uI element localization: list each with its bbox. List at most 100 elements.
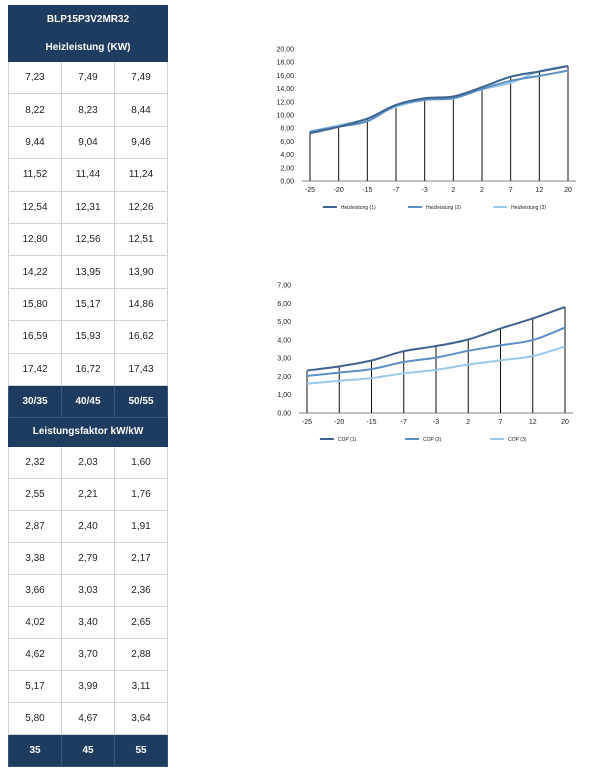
y-tick-label: 1,00 [277,392,291,399]
table-cell: 1,91 [113,509,169,543]
table-cell: 11,52 [8,158,62,192]
x-tick-label: -25 [305,187,315,194]
temp-label: 40/45 [61,384,115,418]
table-cell: 11,44 [61,158,115,192]
table-row: 5,80 4,67 3,64 [8,701,169,735]
table-row: 12,54 12,31 12,26 [8,190,169,224]
x-tick-label: 7 [509,187,513,194]
table-cell: 2,36 [113,573,169,607]
y-tick-label: 2,00 [277,374,291,381]
table-cell: 3,03 [61,573,115,607]
table-cell: 14,22 [8,255,62,289]
series-line-3 [306,345,566,385]
table-cell: 13,90 [113,255,169,289]
table-cell: 11,24 [113,158,169,192]
y-tick-label: 5,00 [277,319,291,326]
heat-header-row: Heizleistung (KW) [7,32,169,62]
y-tick-label: 20,00 [276,47,294,54]
table-cell: 12,56 [61,222,115,257]
table-cell: 8,23 [61,93,115,127]
table-cell: 17,43 [113,352,169,386]
table-cell: 1,60 [113,445,169,479]
table-title-row: BLP15P3V2MR32 [7,5,169,33]
x-tick-label: -7 [393,187,399,194]
table-row: 9,44 9,04 9,46 [8,125,169,160]
heat-output-chart: 0,00 2,00 4,00 6,00 8,00 10,00 12,00 14,00 16,00… [276,47,576,211]
y-tick-label: 14,00 [276,86,294,93]
cop-footer-row: 35 45 55 [8,733,169,767]
table-cell: 3,99 [61,669,115,703]
table-cell: 16,59 [8,320,62,354]
x-tick-label: -20 [334,419,344,426]
table-cell: 8,22 [8,93,62,127]
y-tick-label: 12,00 [276,99,294,106]
table-row: 11,52 11,44 11,24 [8,158,169,192]
table-row: 12,80 12,56 12,51 [8,222,169,257]
y-tick-label: 7,00 [277,283,291,290]
table-cell: 2,65 [113,605,169,639]
x-tick-label: -20 [334,187,344,194]
y-tick-label: 2,00 [280,165,294,172]
legend-label: Heizleistung (3) [511,205,546,211]
legend-label: Heizleistung (2) [426,205,461,211]
table-cell: 15,80 [8,287,62,322]
table-row: 3,66 3,03 2,36 [8,573,169,607]
table-cell: 5,80 [8,701,62,735]
performance-table: BLP15P3V2MR32 Heizleistung (KW) 7,23 7,49 7,… [7,5,169,767]
x-tick-label: 2 [480,187,484,194]
table-cell: 15,93 [61,320,115,354]
table-row: 4,62 3,70 2,88 [8,637,169,671]
x-tick-label: 20 [561,419,569,426]
table-cell: 7,49 [61,60,115,95]
table-cell: 2,40 [61,509,115,543]
table-row: 16,59 15,93 16,62 [8,320,169,354]
table-row: 3,38 2,79 2,17 [8,541,169,575]
heat-header: Heizleistung (KW) [7,32,169,62]
y-tick-label: 6,00 [277,301,291,308]
x-tick-label: -25 [302,419,312,426]
table-cell: 12,51 [113,222,169,257]
table-cell: 9,46 [113,125,169,160]
model-title: BLP15P3V2MR32 [7,5,169,33]
table-row: 4,02 3,40 2,65 [8,605,169,639]
legend-label: Heizleistung (1) [341,205,376,211]
table-row: 14,22 13,95 13,90 [8,255,169,289]
table-cell: 13,95 [61,255,115,289]
table-row: 8,22 8,23 8,44 [8,93,169,127]
table-cell: 2,87 [8,509,62,543]
y-tick-label: 4,00 [280,152,294,159]
table-cell: 7,49 [113,60,169,95]
table-cell: 3,40 [61,605,115,639]
table-cell: 3,70 [61,637,115,671]
x-tick-label: -15 [362,187,372,194]
table-row: 7,23 7,49 7,49 [8,60,169,95]
table-cell: 2,79 [61,541,115,575]
table-cell: 2,17 [113,541,169,575]
x-tick-label: -7 [401,419,407,426]
table-row: 2,87 2,40 1,91 [8,509,169,543]
x-tick-label: -15 [366,419,376,426]
series-line-1 [309,65,569,135]
series-line-1 [306,306,566,372]
table-row: 2,55 2,21 1,76 [8,477,169,511]
table-cell: 3,38 [8,541,62,575]
table-cell: 2,88 [113,637,169,671]
table-cell: 14,86 [113,287,169,322]
y-tick-label: 4,00 [277,337,291,344]
table-cell: 16,62 [113,320,169,354]
y-tick-label: 6,00 [280,139,294,146]
cop-chart: 0,00 1,00 2,00 3,00 4,00 5,00 6,00 7,00 -25 -20 -1… [277,283,573,443]
table-cell: 12,26 [113,190,169,224]
legend-label: COP (3) [508,437,527,443]
temp-label: 30/35 [8,384,62,418]
y-tick-label: 0,00 [280,179,294,186]
series-line-2 [309,69,569,133]
table-cell: 2,21 [61,477,115,511]
table-cell: 16,72 [61,352,115,386]
legend-label: COP (1) [338,437,357,443]
x-tick-label: 20 [564,187,572,194]
cop-footer-label: 35 [8,733,62,767]
table-cell: 12,54 [8,190,62,224]
y-tick-label: 16,00 [276,73,294,80]
y-tick-label: 0,00 [277,411,291,418]
